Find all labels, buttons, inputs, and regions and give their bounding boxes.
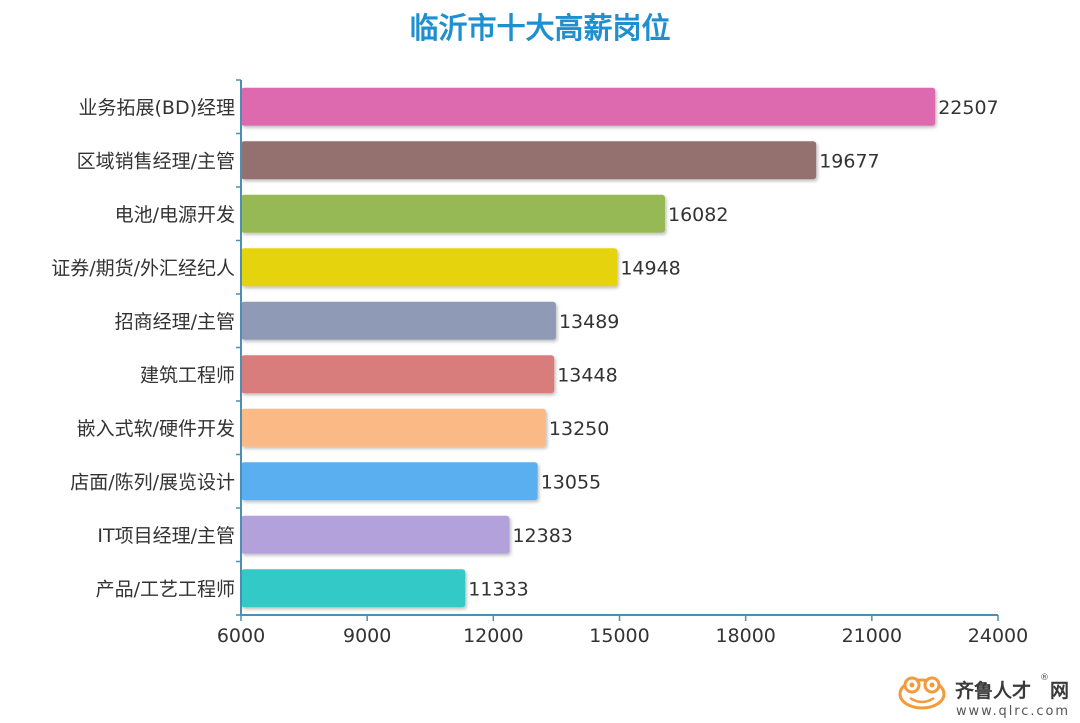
bar-6 bbox=[241, 408, 546, 447]
watermark: 齐鲁人才 网 ® www.qlrc.com bbox=[898, 673, 1069, 719]
category-label-8: IT项目经理/主管 bbox=[97, 525, 235, 547]
category-label-0: 业务拓展(BD)经理 bbox=[79, 97, 236, 119]
bar-7 bbox=[241, 462, 538, 501]
bar-8 bbox=[241, 515, 510, 554]
bar-5 bbox=[241, 355, 555, 394]
watermark-registered: ® bbox=[1040, 673, 1049, 683]
value-label-5: 13448 bbox=[557, 364, 617, 386]
value-label-1: 19677 bbox=[819, 150, 879, 172]
category-label-4: 招商经理/主管 bbox=[115, 311, 235, 333]
x-tick-label-5: 21000 bbox=[842, 625, 902, 647]
category-label-7: 店面/陈列/展览设计 bbox=[70, 471, 235, 493]
value-label-6: 13250 bbox=[549, 418, 609, 440]
category-label-5: 建筑工程师 bbox=[140, 364, 235, 386]
bar-2 bbox=[241, 194, 666, 233]
bars-group bbox=[241, 87, 936, 608]
y-axis-ticks bbox=[236, 79, 241, 616]
watermark-brand: 齐鲁人才 bbox=[955, 679, 1031, 702]
value-label-3: 14948 bbox=[620, 257, 680, 279]
x-tick-label-4: 18000 bbox=[715, 625, 775, 647]
chart-title: 临沂市十大高薪岗位 bbox=[409, 11, 670, 45]
bar-3 bbox=[241, 248, 618, 287]
watermark-url: www.qlrc.com bbox=[956, 704, 1068, 719]
watermark-suffix: 网 bbox=[1050, 680, 1069, 702]
value-labels: 22507 19677 16082 14948 13489 13448 13250 13055… bbox=[468, 97, 998, 601]
value-label-8: 12383 bbox=[512, 525, 572, 547]
x-tick-label-2: 12000 bbox=[463, 625, 523, 647]
value-label-4: 13489 bbox=[559, 311, 619, 333]
bar-9 bbox=[241, 569, 466, 608]
bar-1 bbox=[241, 141, 817, 180]
category-label-6: 嵌入式软/硬件开发 bbox=[77, 418, 235, 440]
category-label-3: 证券/期货/外汇经纪人 bbox=[51, 257, 235, 279]
value-label-7: 13055 bbox=[541, 471, 601, 493]
value-label-2: 16082 bbox=[668, 204, 728, 226]
frog-logo-icon bbox=[898, 676, 946, 710]
x-tick-label-0: 6000 bbox=[217, 625, 265, 647]
x-tick-label-1: 9000 bbox=[343, 625, 391, 647]
x-tick-label-6: 24000 bbox=[968, 625, 1028, 647]
value-label-0: 22507 bbox=[938, 97, 998, 119]
bar-0 bbox=[241, 87, 936, 126]
value-label-9: 11333 bbox=[468, 578, 528, 600]
x-tick-label-3: 15000 bbox=[589, 625, 649, 647]
category-label-9: 产品/工艺工程师 bbox=[96, 578, 235, 600]
bar-4 bbox=[241, 301, 556, 340]
category-label-1: 区域销售经理/主管 bbox=[77, 150, 235, 172]
category-labels: 业务拓展(BD)经理区域销售经理/主管电池/电源开发证券/期货/外汇经纪人招商经… bbox=[51, 97, 235, 601]
x-axis-ticks: 6000 9000 12000 15000 18000 21000 24000 bbox=[217, 615, 1028, 647]
category-label-2: 电池/电源开发 bbox=[115, 204, 235, 226]
